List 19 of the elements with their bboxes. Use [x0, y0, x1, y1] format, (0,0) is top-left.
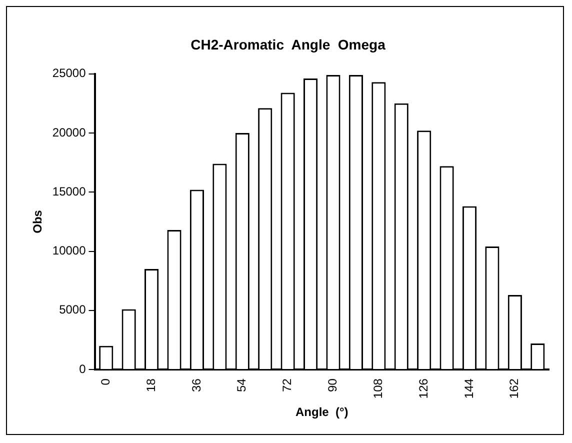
x-tick-label: 126 — [416, 378, 430, 399]
y-axis-title: Obs — [30, 210, 45, 234]
x-axis-title: Angle (°) — [295, 405, 348, 420]
x-tick-label: 90 — [326, 378, 340, 392]
y-tick-label: 0 — [79, 362, 86, 376]
y-tick-label: 20000 — [52, 125, 86, 140]
x-tick-label: 108 — [370, 378, 385, 399]
y-tick-label: 5000 — [59, 302, 86, 317]
y-tick-label: 15000 — [52, 184, 86, 198]
x-tick-label: 54 — [234, 378, 249, 392]
x-tick-label: 162 — [507, 378, 522, 399]
x-tick-label: 18 — [144, 378, 158, 392]
x-tick-label: 144 — [462, 378, 476, 399]
x-tick-label: 36 — [189, 378, 204, 392]
chart-title: CH2-Aromatic Angle Omega — [190, 36, 386, 52]
x-tick-label: 0 — [98, 378, 112, 386]
x-tick-label: 72 — [280, 378, 294, 392]
y-tick-label: 25000 — [52, 66, 86, 80]
y-tick-label: 10000 — [52, 244, 86, 258]
